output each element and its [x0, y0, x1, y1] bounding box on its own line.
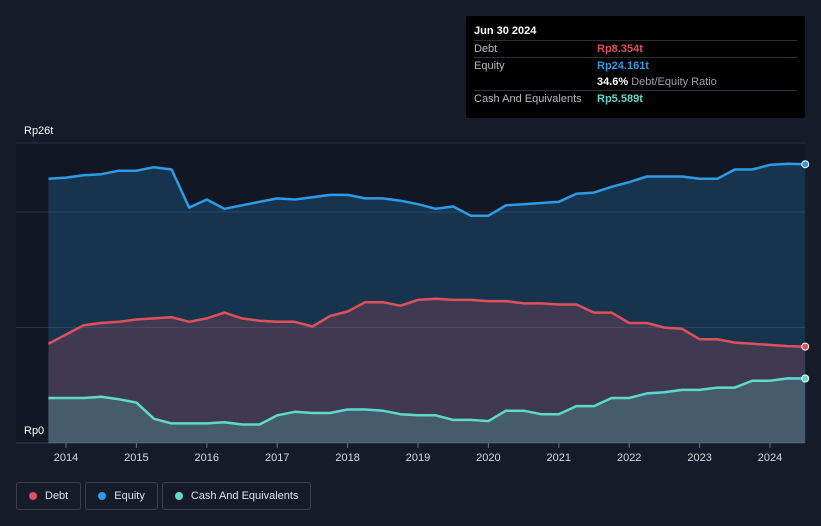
- tooltip-row-debt: Debt Rp8.354t: [474, 40, 797, 57]
- legend-label-debt: Debt: [45, 490, 69, 502]
- chart-legend: Debt Equity Cash And Equivalents: [16, 482, 312, 510]
- x-tick-label-2022: 2022: [617, 452, 641, 464]
- tooltip-ratio-label: Debt/Equity Ratio: [631, 76, 717, 88]
- legend-item-debt[interactable]: Debt: [16, 482, 82, 510]
- x-tick-label-2014: 2014: [54, 452, 78, 464]
- tooltip-debt-label: Debt: [474, 43, 498, 55]
- x-tick-label-2018: 2018: [335, 452, 359, 464]
- tooltip-row-equity: Equity Rp24.161t: [474, 57, 797, 74]
- series-lines: [47, 162, 806, 426]
- y-axis-min-label: Rp0: [24, 425, 45, 437]
- legend-dot-debt: [29, 492, 37, 500]
- legend-item-equity[interactable]: Equity: [85, 482, 158, 510]
- x-tick-label-2017: 2017: [265, 452, 289, 464]
- legend-dot-cash: [174, 492, 183, 500]
- x-tick-label-2019: 2019: [406, 452, 430, 464]
- legend-label-equity: Equity: [114, 490, 145, 502]
- x-tick-label-2016: 2016: [195, 452, 219, 464]
- series-end-markers: [801, 160, 810, 383]
- series-areas: [48, 163, 806, 444]
- tooltip-equity-value: Rp24.161t: [597, 60, 649, 72]
- tooltip-row-cash: Cash And Equivalents Rp5.589t: [474, 90, 797, 107]
- x-tick-label-2024: 2024: [758, 452, 782, 464]
- x-tick-label-2023: 2023: [687, 452, 711, 464]
- x-tick-label-2015: 2015: [124, 452, 148, 464]
- tooltip-cash-value: Rp5.589t: [597, 93, 643, 105]
- tooltip-date: Jun 30 2024: [474, 25, 537, 37]
- tooltip-equity-label: Equity: [474, 60, 505, 72]
- plot-background: [16, 143, 805, 443]
- legend-dot-equity: [98, 492, 107, 500]
- x-axis-ticks: 2014 2015 2016 2017 2018 2019 2020 2021 2022 2023…: [54, 443, 782, 464]
- tooltip-row-ratio: 34.6% Debt/Equity Ratio: [474, 74, 797, 90]
- legend-label-cash: Cash And Equivalents: [190, 490, 299, 502]
- tooltip-cash-label: Cash And Equivalents: [474, 93, 582, 105]
- equity-end-marker: [801, 160, 810, 169]
- x-tick-label-2020: 2020: [476, 452, 500, 464]
- debt-area: [48, 298, 806, 443]
- tooltip-debt-value: Rp8.354t: [597, 43, 643, 55]
- cash-line: [48, 377, 806, 426]
- cash-area: [48, 378, 806, 443]
- tooltip-ratio-value: 34.6%: [597, 76, 629, 88]
- debt-end-marker: [801, 342, 810, 351]
- x-tick-label-2021: 2021: [547, 452, 571, 464]
- legend-item-cash[interactable]: Cash And Equivalents: [161, 482, 312, 510]
- chart-tooltip: Jun 30 2024 Debt Rp8.354t Equity Rp24.16…: [466, 16, 805, 118]
- equity-line: [48, 162, 806, 217]
- y-axis-max-label: Rp26t: [24, 125, 54, 137]
- debt-line: [47, 297, 806, 348]
- equity-area: [48, 163, 806, 444]
- cash-end-marker: [801, 374, 810, 383]
